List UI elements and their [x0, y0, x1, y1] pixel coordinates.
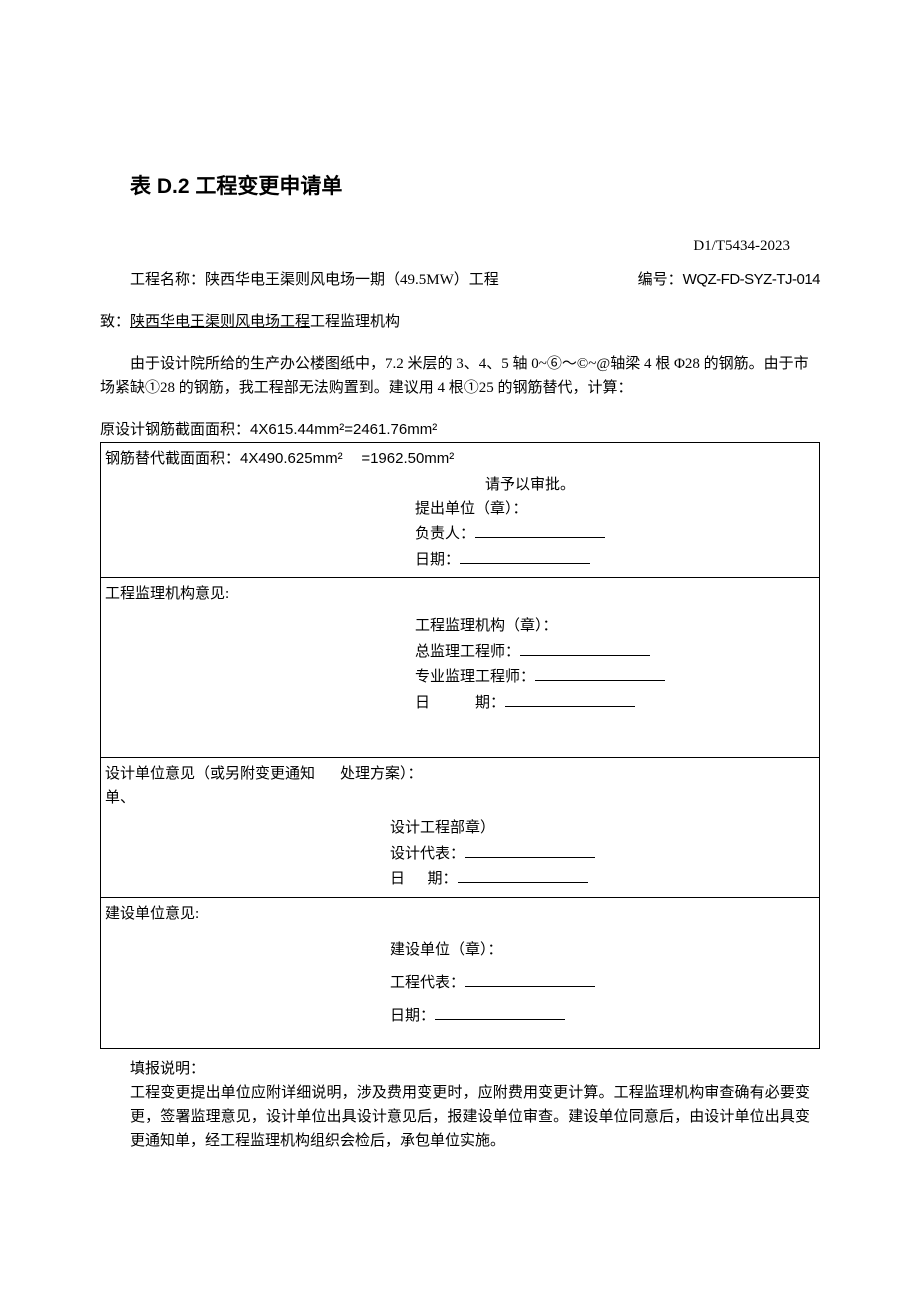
- construction-rep-line: 工程代表：: [390, 967, 815, 1000]
- calculation-block: 原设计钢筋截面面积：4X615.44mm²=2461.76mm²: [100, 418, 820, 442]
- construction-rep-label: 工程代表：: [390, 975, 465, 991]
- design-dept-line: 设计工程部章）: [390, 816, 815, 842]
- construction-signature-block: 建设单位（章）： 工程代表： 日期：: [390, 934, 815, 1033]
- design-date-line: 日 期：: [390, 867, 815, 893]
- design-label-left: 设计单位意见（或另附变更通知单、: [105, 762, 340, 810]
- date-label-4: 日期：: [390, 1008, 435, 1024]
- supervision-signature-block: 工程监理机构（章）： 总监理工程师： 专业监理工程师： 日 期：: [415, 614, 815, 716]
- construction-label: 建设单位意见:: [105, 902, 815, 926]
- approval-request: 请予以审批。: [485, 473, 815, 497]
- construction-date-line: 日期：: [390, 1000, 815, 1033]
- project-label: 工程名称：: [130, 272, 205, 288]
- spec-fill: [535, 666, 665, 681]
- date-fill-4: [435, 1005, 565, 1020]
- calc-value-2a: 4X490.625mm²: [240, 450, 343, 467]
- project-name: 陕西华电王渠则风电场一期（49.5MW）工程: [205, 272, 499, 288]
- date-ri-3: 日: [390, 871, 405, 887]
- date-label-1: 日期：: [415, 552, 460, 568]
- section-construction: 建设单位意见: 建设单位（章）： 工程代表： 日期：: [101, 898, 819, 1048]
- number-value: WQZ-FD-SYZ-TJ-014: [683, 271, 820, 288]
- recipient-prefix: 致：: [100, 314, 130, 330]
- spec-label: 专业监理工程师：: [415, 669, 535, 685]
- date-qi-2: 期：: [475, 695, 505, 711]
- form-table: 钢筋替代截面面积：4X490.625mm² =1962.50mm² 请予以审批。…: [100, 442, 820, 1050]
- supervision-org-line: 工程监理机构（章）：: [415, 614, 815, 640]
- recipient-suffix: 工程监理机构: [310, 314, 400, 330]
- date-fill-2: [505, 692, 635, 707]
- project-name-field: 工程名称：陕西华电王渠则风电场一期（49.5MW）工程: [130, 268, 499, 292]
- responsible-line: 负责人：: [415, 522, 815, 548]
- notes-label: 填报说明：: [130, 1057, 810, 1081]
- calc-label-1: 原设计钢筋截面面积：: [100, 422, 250, 438]
- design-rep-line: 设计代表：: [390, 842, 815, 868]
- responsible-label: 负责人：: [415, 526, 475, 542]
- design-label-row: 设计单位意见（或另附变更通知单、 处理方案）：: [105, 762, 815, 810]
- date-qi-3: 期：: [428, 871, 458, 887]
- header-row: 工程名称：陕西华电王渠则风电场一期（49.5MW）工程 编号：WQZ-FD-SY…: [100, 268, 820, 292]
- submit-unit-line: 提出单位（章）：: [415, 497, 815, 523]
- date-fill-3: [458, 868, 588, 883]
- construction-unit-line: 建设单位（章）：: [390, 934, 815, 967]
- date-ri-2: 日: [415, 695, 430, 711]
- date-line: 日期：: [415, 548, 815, 574]
- chief-label: 总监理工程师：: [415, 644, 520, 660]
- section-supervision: 工程监理机构意见: 工程监理机构（章）： 总监理工程师： 专业监理工程师： 日 …: [101, 578, 819, 758]
- submitter-signature-block: 提出单位（章）： 负责人： 日期：: [415, 497, 815, 574]
- design-rep-fill: [465, 843, 595, 858]
- design-rep-label: 设计代表：: [390, 846, 465, 862]
- section-submitter: 钢筋替代截面面积：4X490.625mm² =1962.50mm² 请予以审批。…: [101, 443, 819, 579]
- calc-label-2: 钢筋替代截面面积：: [105, 451, 240, 467]
- recipient-line: 致：陕西华电王渠则风电场工程工程监理机构: [100, 310, 820, 334]
- design-signature-block: 设计工程部章） 设计代表： 日 期：: [390, 816, 815, 893]
- design-label-right: 处理方案）：: [340, 762, 423, 810]
- filling-notes: 填报说明： 工程变更提出单位应附详细说明，涉及费用变更时，应附费用变更计算。工程…: [130, 1057, 820, 1153]
- calc-value-1: 4X615.44mm²=2461.76mm²: [250, 421, 437, 438]
- section-design: 设计单位意见（或另附变更通知单、 处理方案）： 设计工程部章） 设计代表： 日 …: [101, 758, 819, 898]
- responsible-fill: [475, 523, 605, 538]
- number-label: 编号：: [638, 272, 683, 288]
- calc-value-2b: =1962.50mm²: [361, 450, 454, 467]
- notes-body: 工程变更提出单位应附详细说明，涉及费用变更时，应附费用变更计算。工程监理机构审查…: [130, 1081, 810, 1153]
- body-paragraph: 由于设计院所给的生产办公楼图纸中，7.2 米层的 3、4、5 轴 0~⑥～©~@…: [100, 352, 820, 400]
- spec-engineer-line: 专业监理工程师：: [415, 665, 815, 691]
- doc-number-field: 编号：WQZ-FD-SYZ-TJ-014: [638, 268, 820, 292]
- chief-fill: [520, 641, 650, 656]
- recipient-name: 陕西华电王渠则风电场工程: [130, 314, 310, 330]
- supervision-date-line: 日 期：: [415, 691, 815, 717]
- calc-line-1: 原设计钢筋截面面积：4X615.44mm²=2461.76mm²: [100, 418, 820, 442]
- calc-line-2: 钢筋替代截面面积：4X490.625mm² =1962.50mm²: [105, 447, 815, 471]
- supervision-label: 工程监理机构意见:: [105, 582, 815, 606]
- date-fill-1: [460, 549, 590, 564]
- chief-engineer-line: 总监理工程师：: [415, 640, 815, 666]
- doc-code: D1/T5434-2023: [100, 234, 790, 258]
- form-title: 表 D.2 工程变更申请单: [130, 170, 820, 204]
- construction-rep-fill: [465, 972, 595, 987]
